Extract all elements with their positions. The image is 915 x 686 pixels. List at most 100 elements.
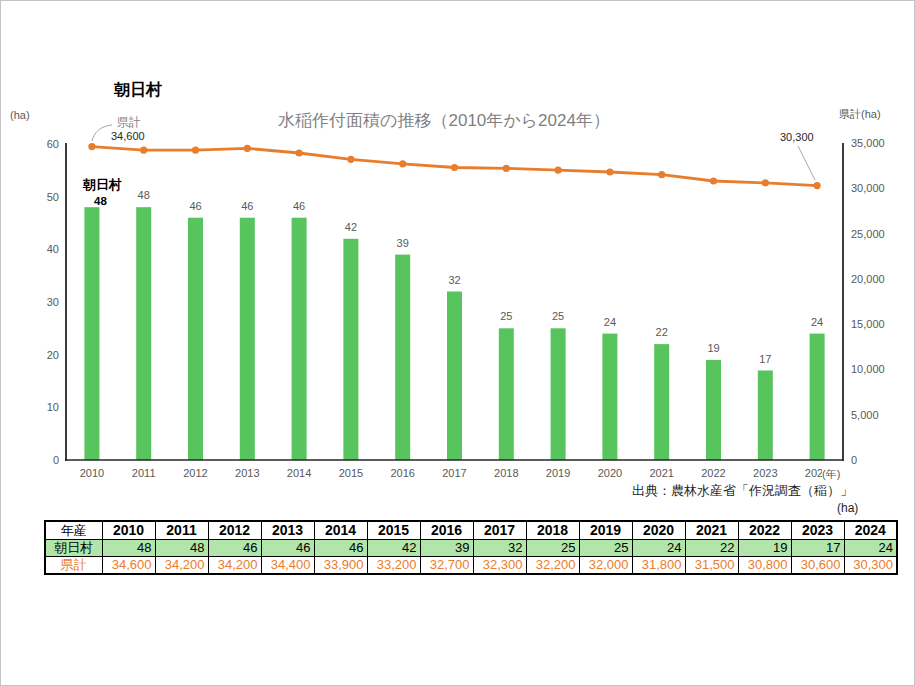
table-year-2018: 2018 (526, 521, 579, 540)
marker-2014 (296, 149, 303, 156)
page-title: 朝日村 (114, 80, 162, 101)
x-label-2020: 2020 (598, 467, 622, 479)
table-cell-県計-2012: 34,200 (208, 557, 261, 575)
x-label-2021: 2021 (649, 467, 673, 479)
table-year-2010: 2010 (102, 521, 155, 540)
marker-2019 (555, 167, 562, 174)
bar-label-2016: 39 (397, 237, 409, 249)
left-tick-30: 30 (47, 296, 59, 308)
table-cell-朝日村-2018: 25 (526, 540, 579, 557)
table-cell-朝日村-2024: 24 (844, 540, 897, 557)
right-tick-15000: 15,000 (851, 318, 885, 330)
table-year-2011: 2011 (155, 521, 208, 540)
x-label-2023: 2023 (753, 467, 777, 479)
table-cell-県計-2011: 34,200 (155, 557, 208, 575)
left-tick-10: 10 (47, 401, 59, 413)
bar-2018 (499, 328, 514, 460)
bar-2023 (758, 371, 773, 461)
table-cell-県計-2018: 32,200 (526, 557, 579, 575)
x-label-2014: 2014 (287, 467, 311, 479)
table-cell-県計-2021: 31,500 (685, 557, 738, 575)
marker-2016 (399, 160, 406, 167)
table-year-2019: 2019 (579, 521, 632, 540)
left-tick-0: 0 (53, 454, 59, 466)
table-cell-県計-2022: 30,800 (738, 557, 791, 575)
right-tick-20000: 20,000 (851, 273, 885, 285)
marker-2020 (606, 168, 613, 175)
table-cell-県計-2024: 30,300 (844, 557, 897, 575)
leader-line-first (92, 125, 112, 141)
bar-series-annotation: 朝日村 (83, 176, 122, 194)
bar-2021 (654, 344, 669, 460)
x-label-2013: 2013 (235, 467, 259, 479)
bar-2015 (343, 239, 358, 460)
bar-label-2015: 42 (345, 221, 357, 233)
source-note: 出典：農林水産省「作況調査（稲）」 (632, 482, 853, 500)
bar-label-2019: 25 (552, 310, 564, 322)
table-cell-朝日村-2017: 32 (473, 540, 526, 557)
marker-2022 (710, 177, 717, 184)
table-rowlabel-朝日村: 朝日村 (45, 540, 102, 557)
table-cell-朝日村-2021: 22 (685, 540, 738, 557)
table-cell-朝日村-2016: 39 (420, 540, 473, 557)
right-tick-5000: 5,000 (851, 409, 879, 421)
table-cell-県計-2013: 34,400 (261, 557, 314, 575)
bar-2024 (810, 334, 825, 460)
table-year-2012: 2012 (208, 521, 261, 540)
x-label-2019: 2019 (546, 467, 570, 479)
bar-label-2020: 24 (604, 316, 616, 328)
marker-2011 (140, 147, 147, 154)
table-corner-cell: 年産 (45, 521, 102, 540)
line-first-value-annotation: 34,600 (111, 130, 145, 142)
x-label-2016: 2016 (390, 467, 414, 479)
right-tick-0: 0 (851, 454, 857, 466)
bar-2014 (292, 218, 307, 460)
bar-2016 (395, 255, 410, 460)
bar-label-2024: 24 (811, 316, 823, 328)
bar-label-2012: 46 (189, 200, 201, 212)
bar-label-2014: 46 (293, 200, 305, 212)
table-cell-朝日村-2019: 25 (579, 540, 632, 557)
table-year-2013: 2013 (261, 521, 314, 540)
x-label-2017: 2017 (442, 467, 466, 479)
right-axis-unit-label: 県計(ha) (839, 107, 881, 122)
right-tick-35000: 35,000 (851, 137, 885, 149)
marker-2015 (347, 156, 354, 163)
table-cell-県計-2015: 33,200 (367, 557, 420, 575)
table-cell-朝日村-2023: 17 (791, 540, 844, 557)
marker-2013 (244, 145, 251, 152)
table-cell-朝日村-2012: 46 (208, 540, 261, 557)
table-year-2022: 2022 (738, 521, 791, 540)
table-cell-朝日村-2013: 46 (261, 540, 314, 557)
left-tick-20: 20 (47, 349, 59, 361)
bar-label-2022: 19 (707, 342, 719, 354)
marker-2024 (814, 182, 821, 189)
table-year-2024: 2024 (844, 521, 897, 540)
table-cell-朝日村-2022: 19 (738, 540, 791, 557)
bar-2011 (136, 207, 151, 460)
table-year-2015: 2015 (367, 521, 420, 540)
marker-2017 (451, 164, 458, 171)
bar-first-value-annotation: 48 (94, 195, 107, 207)
table-year-2014: 2014 (314, 521, 367, 540)
marker-2012 (192, 147, 199, 154)
chart-canvas: 4846464642393225252422191724010203040506… (0, 0, 915, 686)
page: 4846464642393225252422191724010203040506… (0, 0, 915, 686)
chart-title: 水稲作付面積の推移（2010年から2024年） (244, 109, 644, 132)
x-label-2015: 2015 (339, 467, 363, 479)
table-cell-朝日村-2015: 42 (367, 540, 420, 557)
table-year-2021: 2021 (685, 521, 738, 540)
table-cell-朝日村-2010: 48 (102, 540, 155, 557)
left-tick-60: 60 (47, 138, 59, 150)
bar-2017 (447, 292, 462, 461)
bar-label-2021: 22 (656, 326, 668, 338)
bar-2013 (240, 218, 255, 460)
right-tick-30000: 30,000 (851, 182, 885, 194)
left-tick-40: 40 (47, 243, 59, 255)
table-cell-県計-2016: 32,700 (420, 557, 473, 575)
marker-2018 (503, 165, 510, 172)
marker-2021 (658, 171, 665, 178)
marker-2023 (762, 179, 769, 186)
bar-label-2018: 25 (500, 310, 512, 322)
marker-2010 (88, 143, 95, 150)
